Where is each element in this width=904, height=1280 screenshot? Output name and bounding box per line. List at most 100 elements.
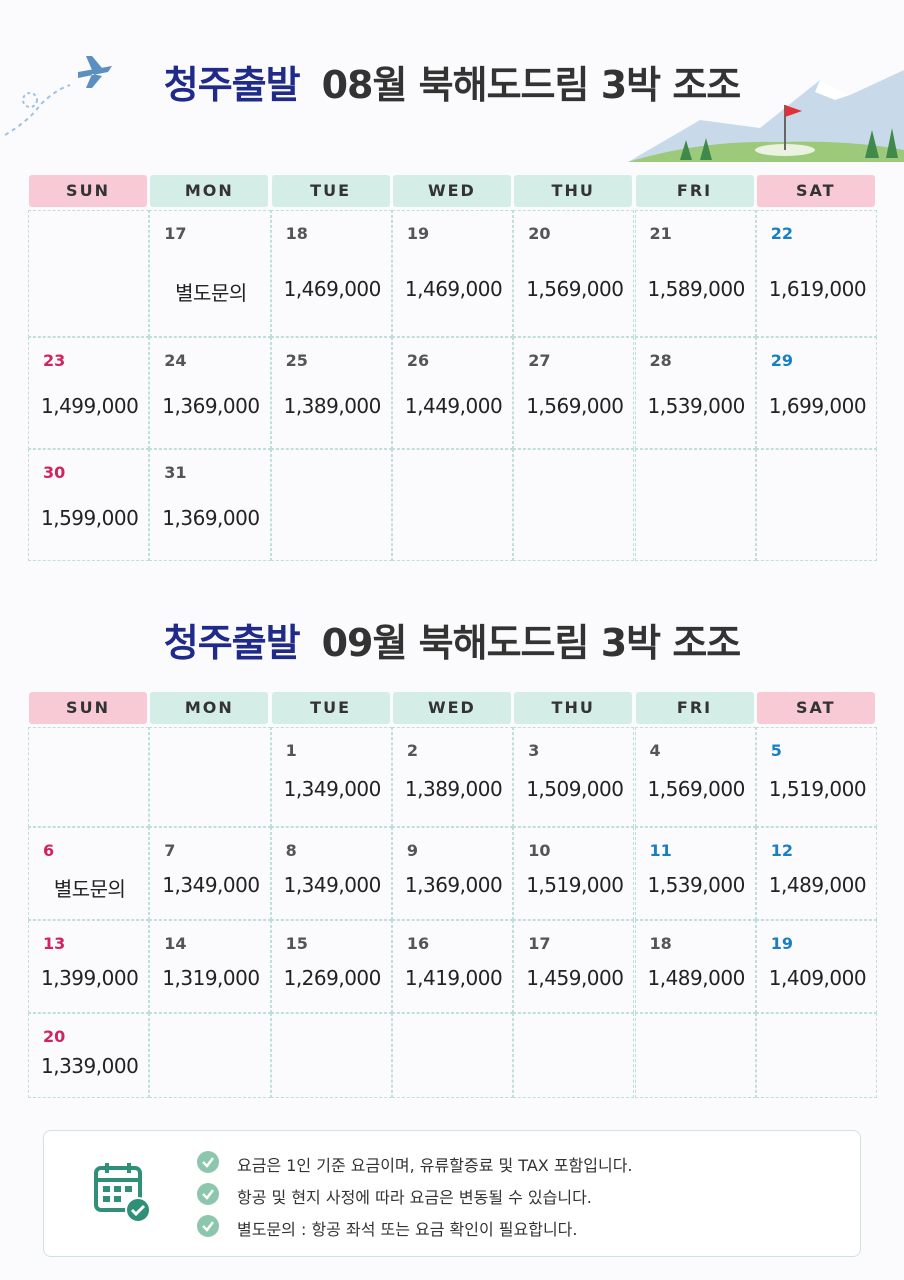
calendar-cell: 27 1,569,000 <box>513 337 635 449</box>
calendar-cell: 19 1,409,000 <box>755 920 878 1013</box>
day-number: 13 <box>43 934 66 953</box>
price: 1,409,000 <box>768 966 867 990</box>
price: 1,459,000 <box>526 966 624 990</box>
day-number: 12 <box>770 841 794 860</box>
day-number: 6 <box>43 841 55 860</box>
weekday-header: SUN <box>29 692 147 724</box>
price: 1,519,000 <box>526 873 624 897</box>
calendar-cell <box>270 449 392 561</box>
price: 1,389,000 <box>283 394 382 418</box>
price: 1,349,000 <box>162 873 260 897</box>
calendar-cell <box>149 1013 271 1098</box>
calendar-cell: 15 1,269,000 <box>270 920 392 1013</box>
calendar-title: 청주출발 09월 북해도드림 3박 조조 <box>0 612 904 667</box>
price: 1,349,000 <box>283 873 382 897</box>
title-text: 08월 북해도드림 3박 조조 <box>321 63 742 107</box>
price: 1,319,000 <box>162 966 260 990</box>
price: 1,469,000 <box>283 277 382 301</box>
day-number: 31 <box>164 463 187 482</box>
price: 1,699,000 <box>768 394 867 418</box>
price: 1,539,000 <box>647 394 746 418</box>
calendar-cell: 24 1,369,000 <box>149 337 271 449</box>
price: 1,339,000 <box>41 1054 139 1078</box>
day-number: 11 <box>649 841 672 860</box>
price: 1,389,000 <box>404 777 503 801</box>
calendar-icon <box>94 1163 151 1223</box>
day-number: 18 <box>285 224 308 243</box>
decoration <box>4 56 904 162</box>
calendar-cell: 28 1,539,000 <box>634 337 756 449</box>
calendar-cell: 2 1,389,000 <box>391 727 514 827</box>
calendar-cell: 9 1,369,000 <box>391 827 514 920</box>
price: 1,509,000 <box>526 777 624 801</box>
calendar-cell: 7 1,349,000 <box>149 827 271 920</box>
day-number: 4 <box>649 741 661 760</box>
calendar-cell <box>270 1013 392 1098</box>
calendar-cell: 19 1,469,000 <box>391 210 514 337</box>
calendar-cell: 22 1,619,000 <box>755 210 878 337</box>
weekday-header: FRI <box>635 175 754 207</box>
calendar-cell: 1 1,349,000 <box>270 727 392 827</box>
day-number: 5 <box>770 741 782 760</box>
day-number: 20 <box>43 1027 66 1046</box>
check-icon <box>197 1183 219 1205</box>
weekday-header: WED <box>392 692 511 724</box>
day-number: 26 <box>406 351 430 370</box>
calendar-cell: 25 1,389,000 <box>270 337 392 449</box>
calendar-cell <box>634 1013 756 1098</box>
notes-box <box>43 1130 861 1257</box>
weekday-header: TUE <box>271 175 390 207</box>
price: 1,269,000 <box>283 966 382 990</box>
day-number: 30 <box>43 463 66 482</box>
calendar-cell: 31 1,369,000 <box>149 449 271 561</box>
price: 1,399,000 <box>41 966 139 990</box>
weekday-header: SAT <box>756 175 875 207</box>
price: 1,569,000 <box>526 277 624 301</box>
calendar-cell: 20 1,339,000 <box>28 1013 150 1098</box>
day-number: 7 <box>164 841 176 860</box>
price: 1,489,000 <box>768 873 867 897</box>
weekday-header: THU <box>514 175 633 207</box>
calendar-cell: 23 1,499,000 <box>28 337 150 449</box>
price: 1,539,000 <box>647 873 746 897</box>
calendar-cell: 16 1,419,000 <box>391 920 514 1013</box>
day-number: 20 <box>528 224 551 243</box>
weekday-header: MON <box>150 692 269 724</box>
calendar-cell: 8 1,349,000 <box>270 827 392 920</box>
weekday-header: MON <box>150 175 269 207</box>
price: 1,369,000 <box>404 873 503 897</box>
day-number: 19 <box>770 934 794 953</box>
calendar-cell: 5 1,519,000 <box>755 727 878 827</box>
calendar-cell: 6 별도문의 <box>28 827 150 920</box>
day-number: 28 <box>649 351 672 370</box>
price: 1,469,000 <box>404 277 503 301</box>
calendar-cell: 21 1,589,000 <box>634 210 756 337</box>
day-number: 23 <box>43 351 66 370</box>
day-number: 2 <box>406 741 419 760</box>
price: 별도문의 <box>175 281 247 305</box>
calendar-cell: 12 1,489,000 <box>755 827 878 920</box>
day-number: 14 <box>164 934 187 953</box>
calendar-cell <box>755 449 878 561</box>
check-icon <box>197 1151 219 1173</box>
weekday-header: TUE <box>271 692 390 724</box>
calendar-cell: 20 1,569,000 <box>513 210 635 337</box>
note-text: 별도문의 : 항공 좌석 또는 요금 확인이 필요합니다. <box>237 1220 578 1239</box>
weekday-header: WED <box>392 175 511 207</box>
calendar-cell: 17 1,459,000 <box>513 920 635 1013</box>
weekday-header: THU <box>514 692 633 724</box>
calendar-cell <box>634 449 756 561</box>
day-number: 29 <box>770 351 794 370</box>
day-number: 17 <box>164 224 187 243</box>
day-number: 19 <box>406 224 430 243</box>
calendar-cell: 14 1,319,000 <box>149 920 271 1013</box>
calendar-cell: 26 1,449,000 <box>391 337 514 449</box>
price: 1,489,000 <box>647 966 746 990</box>
calendar-cell: 4 1,569,000 <box>634 727 756 827</box>
calendar-cell: 10 1,519,000 <box>513 827 635 920</box>
calendar-cell: 18 1,469,000 <box>270 210 392 337</box>
price: 1,619,000 <box>768 277 867 301</box>
price: 1,369,000 <box>162 394 260 418</box>
price: 1,599,000 <box>41 506 139 530</box>
calendar-title: 청주출발 08월 북해도드림 3박 조조 <box>0 54 904 109</box>
